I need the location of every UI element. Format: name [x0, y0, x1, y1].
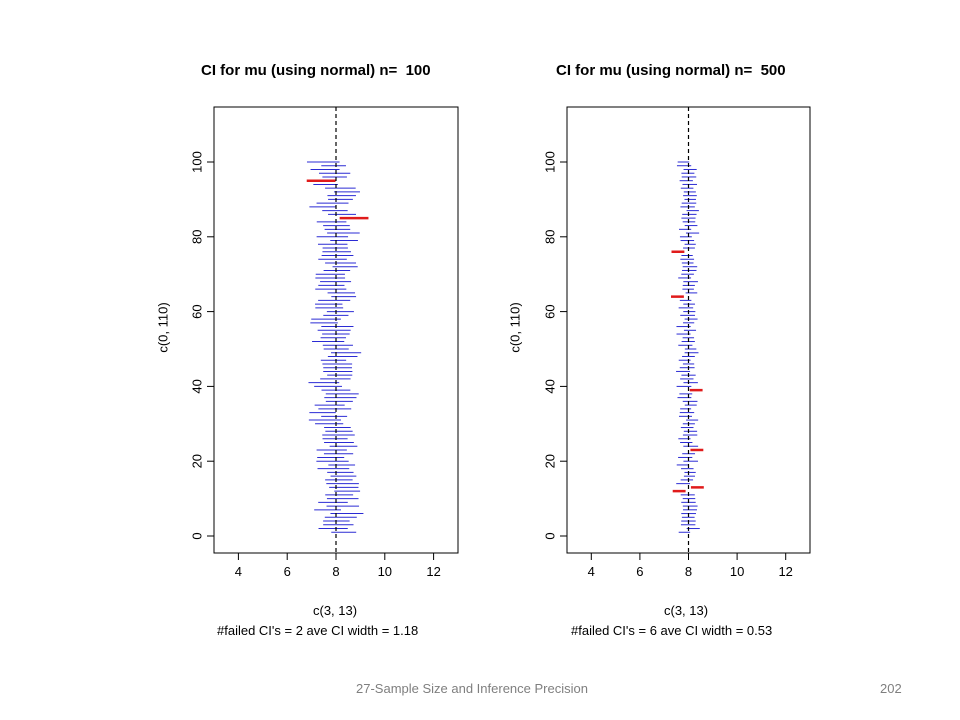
y-tick-label: 0: [190, 532, 205, 539]
ci-plot-n100: 4 6 8 10 12 0 20 40 60 80 100: [190, 106, 459, 579]
y-axis-label: c(0, 110): [155, 302, 171, 353]
y-tick-label: 60: [543, 304, 558, 318]
x-tick-label: 6: [284, 564, 291, 579]
x-axis-label: c(3, 13): [664, 603, 709, 618]
failed-ci-caption: #failed CI's = 2 ave CI width = 1.18: [217, 623, 419, 638]
x-tick-label: 10: [378, 564, 392, 579]
y-tick-label: 20: [543, 454, 558, 468]
ci-chart-n100: CI for mu (using normal) n= 100 4 6 8 10 12 0…: [155, 62, 459, 638]
y-axis-label: c(0, 110): [507, 302, 523, 353]
slide-page-number: 202: [880, 681, 902, 696]
chart-title: CI for mu (using normal) n= 500: [556, 62, 786, 79]
x-tick-label: 12: [778, 564, 792, 579]
y-tick-label: 0: [543, 532, 558, 539]
failed-ci-caption: #failed CI's = 6 ave CI width = 0.53: [571, 623, 773, 638]
ci-plot-n500: 4 6 8 10 12 0 20 40 60 80 100: [543, 106, 811, 579]
y-tick-label: 80: [543, 230, 558, 244]
y-tick-label: 100: [190, 151, 205, 173]
x-tick-label: 12: [426, 564, 440, 579]
y-tick-label: 40: [543, 379, 558, 393]
x-tick-label: 8: [685, 564, 692, 579]
chart-title: CI for mu (using normal) n= 100: [201, 62, 431, 79]
x-tick-label: 10: [730, 564, 744, 579]
x-tick-label: 6: [636, 564, 643, 579]
y-tick-label: 100: [543, 151, 558, 173]
ci-chart-n500: CI for mu (using normal) n= 500 4 6 8 10 12 0…: [480, 0, 960, 720]
x-tick-label: 4: [588, 564, 595, 579]
x-axis-label: c(3, 13): [313, 603, 358, 618]
x-tick-label: 8: [332, 564, 339, 579]
y-tick-label: 40: [190, 379, 205, 393]
x-tick-label: 4: [235, 564, 242, 579]
slide-footer-title: 27-Sample Size and Inference Precision: [356, 681, 588, 696]
y-tick-label: 20: [190, 454, 205, 468]
y-tick-label: 60: [190, 304, 205, 318]
y-tick-label: 80: [190, 230, 205, 244]
